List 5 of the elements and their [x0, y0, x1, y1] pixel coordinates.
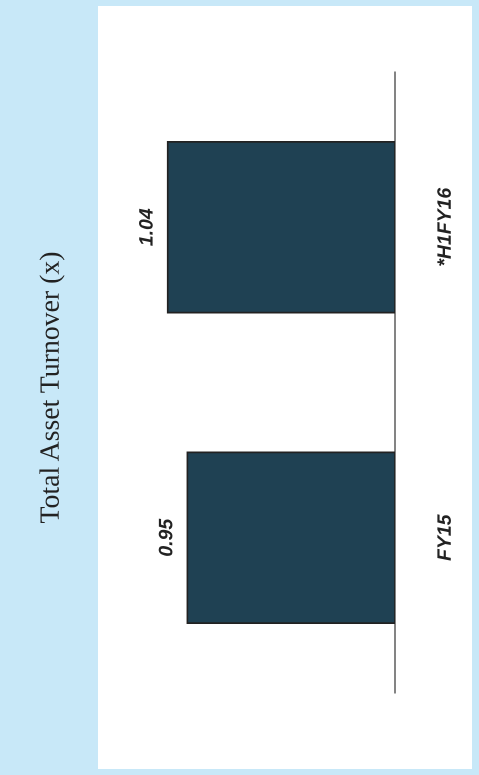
y-tick-label: *H1FY16 [437, 188, 451, 266]
data-label: 0.95 [158, 518, 172, 556]
data-label: 1.04 [139, 208, 153, 246]
y-tick-label: FY15 [437, 514, 451, 561]
text: Total Asset Turnover (x) [39, 252, 65, 523]
